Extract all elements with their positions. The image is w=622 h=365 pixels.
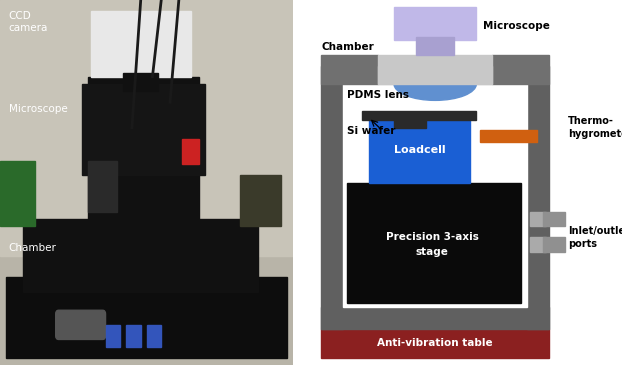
Bar [363, 111, 476, 120]
Bar [343, 84, 527, 307]
Bar [82, 84, 205, 175]
Bar [123, 73, 159, 91]
Bar [378, 66, 492, 84]
Bar [24, 219, 258, 292]
Bar [378, 55, 492, 84]
Text: Chamber: Chamber [321, 42, 374, 53]
Text: Inlet/outlet
ports: Inlet/outlet ports [568, 226, 622, 249]
Bar [321, 55, 378, 84]
Text: PDMS lens: PDMS lens [346, 90, 409, 100]
Bar [543, 212, 565, 226]
Bar [394, 119, 425, 128]
Bar [346, 182, 521, 303]
Text: Si wafer: Si wafer [346, 126, 395, 137]
Bar [88, 161, 118, 212]
Bar [126, 325, 141, 347]
Bar [369, 117, 470, 182]
Bar [527, 66, 549, 328]
Text: Microscope: Microscope [9, 104, 68, 115]
Bar [543, 237, 565, 252]
Bar [0, 0, 293, 255]
FancyBboxPatch shape [56, 310, 106, 339]
Bar [492, 55, 549, 84]
Bar [530, 212, 546, 226]
Text: Precision 3-axis
stage: Precision 3-axis stage [386, 232, 478, 257]
Polygon shape [394, 7, 476, 40]
Bar [241, 175, 281, 226]
Bar [530, 237, 546, 252]
Bar [147, 325, 161, 347]
Bar [88, 77, 200, 230]
Text: Microscope: Microscope [483, 20, 550, 31]
Bar [321, 66, 343, 328]
Ellipse shape [394, 68, 476, 100]
Text: Anti-vibration table: Anti-vibration table [378, 338, 493, 348]
Bar [182, 139, 200, 164]
Bar [106, 325, 120, 347]
Bar [321, 328, 549, 358]
Bar [91, 11, 190, 77]
Bar [0, 161, 35, 226]
Bar [321, 307, 549, 328]
Text: Chamber: Chamber [9, 243, 57, 253]
Text: Loadcell: Loadcell [394, 145, 445, 155]
Bar [480, 130, 537, 142]
Text: Thermo-
hygrometer: Thermo- hygrometer [568, 116, 622, 139]
Bar [416, 36, 454, 55]
Text: CCD
camera: CCD camera [9, 11, 48, 33]
Bar [6, 277, 287, 358]
